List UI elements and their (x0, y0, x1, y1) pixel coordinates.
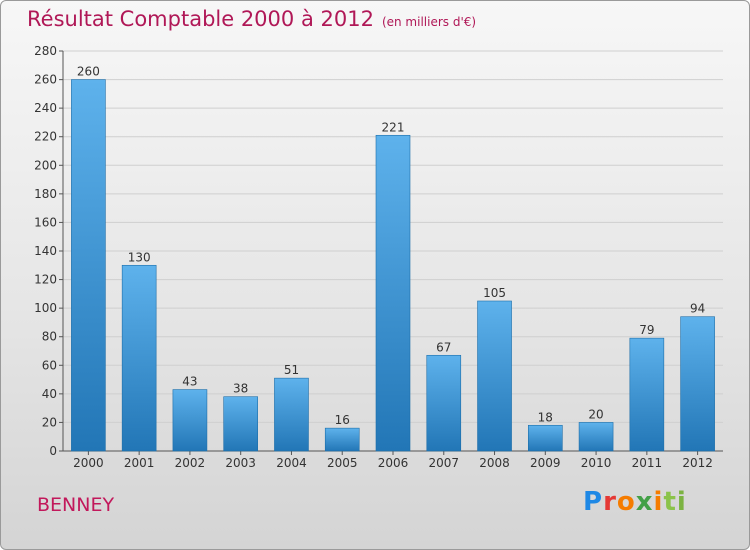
x-tick-label: 2006 (378, 456, 409, 470)
axes: 0204060801001201401601802002202402602802… (34, 44, 723, 470)
x-tick-label: 2000 (73, 456, 104, 470)
data-label: 94 (690, 302, 705, 316)
data-label: 20 (588, 407, 603, 421)
data-label: 51 (284, 363, 299, 377)
bar-2011 (629, 337, 665, 452)
x-tick-label: 2012 (682, 456, 713, 470)
logo-letter: t (663, 487, 677, 517)
logo-letter: P (583, 487, 604, 517)
y-tick-label: 200 (34, 158, 57, 172)
chart-title-text: Résultat Comptable 2000 à 2012 (27, 7, 374, 31)
x-tick-label: 2010 (581, 456, 612, 470)
y-tick-label: 40 (42, 387, 57, 401)
bar-2004 (274, 377, 309, 452)
y-tick-label: 20 (42, 415, 57, 429)
bar-2012 (680, 316, 715, 452)
y-tick-label: 140 (34, 244, 57, 258)
bar-2001 (121, 264, 157, 452)
x-tick-label: 2002 (175, 456, 206, 470)
chart-subtitle: (en milliers d'€) (381, 15, 477, 29)
bar-2007 (426, 354, 462, 452)
data-label: 16 (335, 413, 350, 427)
data-label: 43 (182, 375, 197, 389)
x-tick-label: 2011 (632, 456, 663, 470)
data-label: 221 (382, 120, 405, 134)
x-tick-label: 2007 (428, 456, 459, 470)
x-tick-label: 2005 (327, 456, 358, 470)
y-tick-label: 80 (42, 330, 57, 344)
x-tick-label: 2001 (124, 456, 155, 470)
y-tick-label: 180 (34, 187, 57, 201)
data-label: 38 (233, 382, 248, 396)
x-tick-label: 2009 (530, 456, 561, 470)
y-tick-label: 160 (34, 215, 57, 229)
logo-letter: o (616, 487, 636, 517)
logo-letter: i (653, 487, 664, 517)
bar-2002 (172, 389, 208, 452)
x-tick-label: 2004 (276, 456, 307, 470)
data-label: 105 (483, 286, 506, 300)
data-label: 260 (77, 65, 100, 79)
data-label: 67 (436, 340, 451, 354)
logo-letter: i (676, 487, 687, 517)
y-tick-label: 240 (34, 101, 57, 115)
logo-letter: x (635, 487, 654, 517)
x-tick-label: 2003 (225, 456, 256, 470)
bar-2006 (375, 134, 411, 452)
x-tick-label: 2008 (479, 456, 510, 470)
data-label: 79 (639, 323, 654, 337)
bar-2003 (223, 396, 258, 452)
y-tick-label: 120 (34, 273, 57, 287)
y-tick-label: 280 (34, 44, 57, 58)
bars (71, 79, 715, 452)
data-label: 130 (128, 250, 151, 264)
y-tick-label: 100 (34, 301, 57, 315)
town-name: BENNEY (37, 494, 115, 516)
y-tick-label: 60 (42, 358, 57, 372)
bar-2005 (324, 427, 360, 452)
y-tick-label: 260 (34, 73, 57, 87)
bar-2008 (477, 300, 512, 452)
bar-2000 (71, 79, 106, 452)
data-label: 18 (538, 410, 553, 424)
bar-2009 (528, 424, 563, 452)
chart-title: Résultat Comptable 2000 à 2012 (en millie… (27, 7, 476, 31)
bar-2010 (578, 422, 614, 452)
logo-letter: r (603, 487, 617, 517)
y-tick-label: 220 (34, 130, 57, 144)
proxiti-logo: Proxiti (583, 487, 687, 517)
data-labels: 260 130 43 38 51 16 221 67 105 18 20 79 94 (77, 65, 705, 428)
y-tick-label: 0 (49, 444, 57, 458)
